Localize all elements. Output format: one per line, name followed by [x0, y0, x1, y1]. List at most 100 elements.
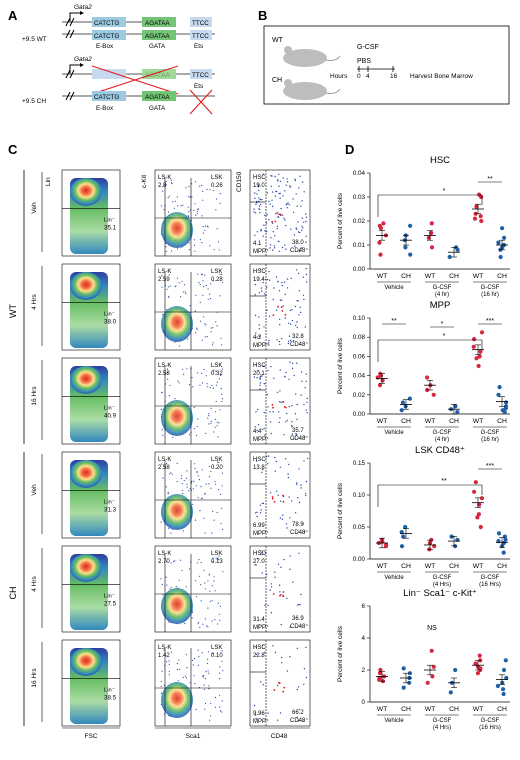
- scatter-dot: [300, 484, 302, 486]
- density-dot-red: [273, 689, 276, 691]
- scatter-dot: [288, 185, 291, 187]
- scatter-dot: [168, 395, 170, 397]
- hsc-label: HSC: [253, 363, 266, 369]
- condition-label: (16 hr): [481, 437, 499, 443]
- scatter-dot: [288, 322, 290, 324]
- scatter-dot: [206, 386, 208, 388]
- scatter-dot: [298, 290, 300, 292]
- scatter-dot: [199, 185, 201, 187]
- scatter-dot: [169, 473, 171, 475]
- x-tick-label: WT: [473, 706, 484, 713]
- scatter-dot: [222, 571, 224, 573]
- scatter-dot: [292, 198, 294, 200]
- scatter-dot: [204, 582, 206, 584]
- scatter-dot: [268, 219, 270, 221]
- scatter-dot: [279, 712, 282, 714]
- scatter-dot: [203, 316, 205, 318]
- scatter-dot: [185, 477, 188, 479]
- scatter-dot: [201, 273, 204, 275]
- scatter-dot: [202, 676, 204, 678]
- scatter-dot: [282, 195, 284, 197]
- data-point: [408, 223, 413, 228]
- hsc-label: HSC: [253, 645, 266, 651]
- axis-label-cd150: CD150: [236, 171, 243, 192]
- scatter-dot: [255, 718, 257, 720]
- scatter-dot: [260, 550, 262, 552]
- ckit-sca1-hotspot: [161, 494, 193, 530]
- data-point: [475, 515, 480, 520]
- lin-gate-value: 38.0: [104, 319, 117, 326]
- scatter-dot: [207, 417, 209, 419]
- scatter-dot: [289, 517, 291, 519]
- scatter-dot: [283, 217, 285, 219]
- data-point: [503, 658, 508, 663]
- scatter-dot: [305, 241, 307, 243]
- scatter-dot: [208, 465, 210, 467]
- scatter-dot: [294, 178, 296, 180]
- scatter-dot: [284, 375, 286, 378]
- scatter-dot: [186, 486, 188, 488]
- scatter-dot: [277, 684, 279, 687]
- hsc-value: 19.4: [253, 277, 265, 283]
- scatter-dot: [261, 551, 263, 554]
- scatter-dot: [273, 247, 276, 249]
- scatter-dot: [296, 362, 298, 364]
- scatter-dot: [199, 384, 201, 386]
- data-point: [403, 404, 408, 409]
- mpp-label: MPP⁺: [253, 718, 269, 725]
- ckit-sca1-hotspot: [161, 682, 193, 718]
- svg-text:Ets: Ets: [194, 43, 203, 50]
- scatter-dot: [268, 344, 270, 346]
- scatter-dot: [258, 624, 260, 626]
- scatter-dot: [212, 510, 214, 513]
- scatter-dot: [273, 245, 276, 247]
- data-point: [425, 375, 430, 380]
- scatter-dot: [199, 301, 201, 304]
- svg-text:GATA: GATA: [149, 105, 166, 112]
- density-dot-red: [272, 406, 274, 409]
- scatter-dot: [209, 298, 211, 300]
- scatter-dot: [295, 434, 298, 436]
- y-tick-label: 0.08: [353, 334, 366, 341]
- scatter-dot: [207, 298, 209, 300]
- scatter-dot: [221, 711, 223, 713]
- x-tick-label: CH: [449, 563, 459, 570]
- scatter-dot: [211, 620, 213, 622]
- density-dot-red: [278, 213, 281, 216]
- svg-text:0: 0: [357, 73, 361, 80]
- scatter-dot: [284, 219, 286, 221]
- scatter-dot: [166, 288, 168, 290]
- scatter-dot: [218, 555, 220, 557]
- scatter-dot: [175, 586, 177, 588]
- scatter-dot: [188, 490, 190, 492]
- scatter-dot: [285, 224, 287, 227]
- scatter-dot: [208, 423, 210, 425]
- scatter-dot: [204, 492, 206, 494]
- ls-k-value: 2.59: [158, 277, 170, 283]
- ckit-sca1-hotspot: [161, 400, 193, 436]
- scatter-dot: [221, 650, 223, 652]
- scatter-dot: [221, 398, 224, 400]
- cd48-value: 66.2: [292, 710, 304, 716]
- svg-text:G-CSF: G-CSF: [357, 44, 379, 51]
- scatter-dot: [288, 378, 290, 381]
- scatter-dot: [261, 428, 263, 431]
- scatter-dot: [291, 421, 293, 423]
- scatter-dot: [212, 652, 214, 655]
- scatter-dot: [207, 651, 209, 653]
- scatter-dot: [254, 564, 256, 566]
- x-tick-label: CH: [449, 706, 459, 713]
- scatter-dot: [272, 298, 274, 301]
- scatter-dot: [270, 492, 272, 494]
- sig-label: *: [441, 321, 444, 328]
- scatter-dot: [176, 480, 178, 483]
- scatter-dot: [203, 286, 205, 288]
- scatter-dot: [215, 400, 217, 403]
- scatter-dot: [281, 656, 283, 659]
- scatter-dot: [182, 291, 184, 293]
- data-point: [431, 664, 436, 669]
- scatter-dot: [210, 283, 212, 285]
- y-axis-label: Percent of live cells: [337, 192, 344, 249]
- scatter-dot: [264, 434, 266, 436]
